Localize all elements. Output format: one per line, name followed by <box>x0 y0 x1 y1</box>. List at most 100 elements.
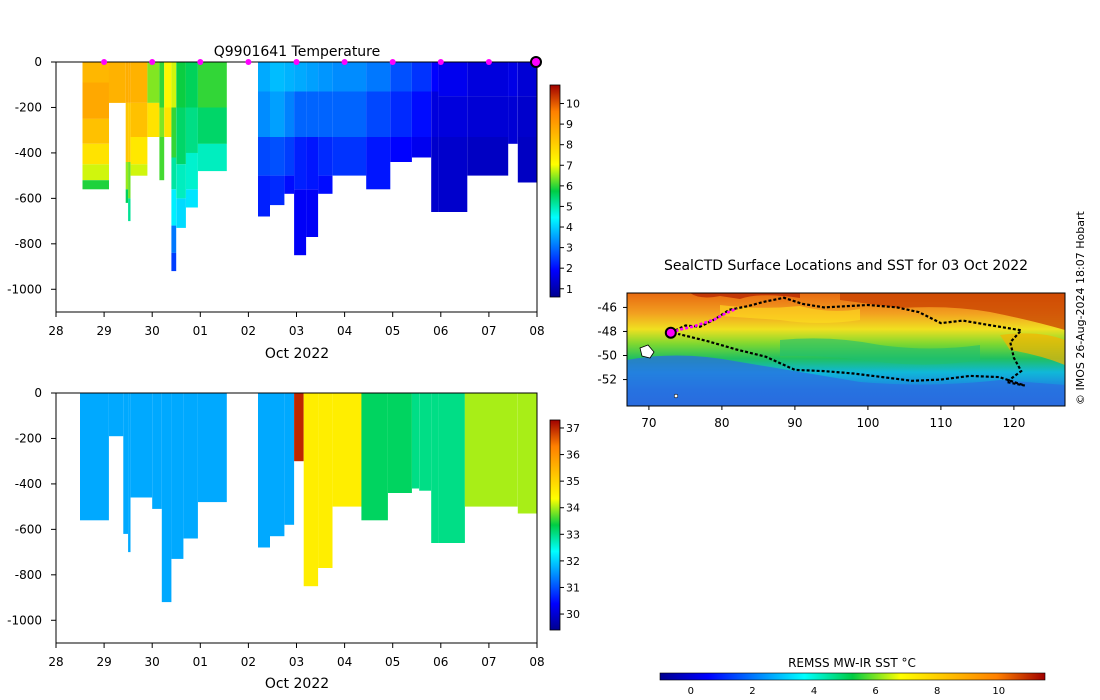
temperature-profile-cell <box>284 91 295 137</box>
temperature-profile-cell <box>128 162 131 199</box>
temperature-profile-cell <box>82 143 109 165</box>
salinity-profile-cell <box>464 393 518 507</box>
temperature-profile-cell <box>197 107 227 144</box>
temperature-profile-cell <box>185 62 198 108</box>
temperature-profile-cell <box>306 62 319 92</box>
temperature-profile-cell <box>306 91 319 137</box>
temperature-colorbar-tick-label: 1 <box>566 283 573 296</box>
salinity-y-tick-label: -600 <box>15 522 42 536</box>
salinity-profile-cell <box>80 393 109 521</box>
salinity-axes: 0 -200 -400 -600 -800 -1000 28 29 30 01 02 03 04 05 0… <box>7 386 545 669</box>
temperature-profile-cell <box>82 62 109 83</box>
salinity-colorbar-tick-label: 32 <box>566 555 580 568</box>
salinity-x-tick-label: 08 <box>529 655 544 669</box>
temperature-chart-title: Q9901641 Temperature <box>214 44 381 60</box>
salinity-profile-cell <box>419 393 432 491</box>
temperature-profile-cell <box>164 62 172 108</box>
salinity-colorbar-tick-label: 36 <box>566 449 580 462</box>
temperature-profile-cell <box>467 62 509 97</box>
salinity-profile-cell <box>411 393 420 489</box>
temperature-profile-cell <box>366 137 391 190</box>
salinity-profile-cell <box>123 393 129 534</box>
sst-map-x-tick-label: 120 <box>1002 416 1025 430</box>
temperature-profile-cell <box>294 62 307 92</box>
temperature-profile-cell <box>176 107 186 165</box>
temperature-profile-cell <box>197 62 227 108</box>
temperature-colorbar-tick-label: 5 <box>566 200 573 213</box>
temperature-profile-cell <box>159 137 165 181</box>
salinity-profile-cell <box>183 393 198 539</box>
salinity-x-tick-label: 29 <box>96 655 111 669</box>
salinity-x-tick-label: 07 <box>481 655 496 669</box>
temperature-profile-cell <box>332 91 367 137</box>
temperature-profile-cell <box>147 102 160 137</box>
sst-map-x-tick-label: 100 <box>856 416 879 430</box>
temperature-profile-cell <box>176 62 186 108</box>
temperature-surface-marker <box>101 59 108 65</box>
temperature-x-tick-label: 07 <box>481 324 496 338</box>
salinity-x-tick-label: 02 <box>241 655 256 669</box>
temperature-profile-cell <box>258 137 270 176</box>
temperature-profile-cell <box>438 62 468 97</box>
temperature-profile-cell <box>270 137 285 176</box>
temperature-colorbar-gradient <box>549 84 561 298</box>
sst-colorbar-tick-label: 0 <box>688 686 694 697</box>
temperature-profile-cell <box>258 175 270 217</box>
temperature-profile-cell <box>431 62 439 92</box>
temperature-surface-marker <box>293 59 300 65</box>
temperature-profile-cell <box>318 175 333 194</box>
temperature-profile-cell <box>318 137 333 176</box>
temperature-profile-cell <box>366 91 391 137</box>
temperature-profile-cell <box>318 62 333 92</box>
temperature-surface-marker <box>437 59 444 65</box>
sst-map-frame <box>626 292 1066 407</box>
temperature-profile-cell <box>185 107 198 153</box>
temperature-y-tick-label: -1000 <box>7 282 42 296</box>
temperature-y-tick-label: -200 <box>15 100 42 114</box>
temperature-colorbar-tick-label: 8 <box>566 139 573 152</box>
temperature-profile-cell <box>171 225 177 253</box>
temperature-profile-cell <box>284 137 295 176</box>
sst-colorbar-tick-label: 4 <box>811 686 817 697</box>
temperature-profile-cell <box>159 62 165 108</box>
temperature-profile-cell <box>185 189 198 208</box>
sst-colorbar-tick-label: 8 <box>934 686 940 697</box>
temperature-profile-cell <box>128 102 131 162</box>
temperature-profile-cell <box>171 62 177 108</box>
sst-mid-patch <box>1000 333 1065 365</box>
sst-map-title: SealCTD Surface Locations and SST for 03… <box>664 258 1028 274</box>
temperature-profile-cell <box>517 96 537 137</box>
temperature-profile-cell <box>438 96 468 137</box>
temperature-surface-markers <box>101 56 542 68</box>
sst-map-y-tick-label: -52 <box>597 373 617 387</box>
temperature-profile-cell <box>270 175 285 206</box>
temperature-profile-cell <box>185 152 198 190</box>
salinity-profile-cell <box>332 393 362 507</box>
salinity-profile-cell <box>171 393 184 559</box>
temperature-profile-cell <box>508 96 518 144</box>
temperature-profile-cell <box>284 175 295 194</box>
temperature-colorbar-tick-label: 6 <box>566 180 573 193</box>
temperature-profile-cell <box>306 189 319 237</box>
temperature-profile-cell <box>82 82 109 119</box>
temperature-y-tick-label: -400 <box>15 146 42 160</box>
salinity-profile-cell <box>387 393 412 493</box>
salinity-x-tick-label: 28 <box>48 655 63 669</box>
temperature-profile-cell <box>390 62 412 92</box>
temperature-profile-cell <box>128 198 131 222</box>
sst-map-y-tick-label: -46 <box>597 300 617 314</box>
temperature-profile-cell <box>130 164 148 176</box>
temperature-y-tick-label: 0 <box>34 55 42 69</box>
temperature-profile-cell <box>108 62 126 103</box>
temperature-x-tick-label: 08 <box>529 324 544 338</box>
salinity-x-tick-label: 03 <box>289 655 304 669</box>
salinity-profile-cell <box>258 393 270 548</box>
island-icon <box>639 344 655 359</box>
temperature-x-axis-label: Oct 2022 <box>265 346 329 362</box>
temperature-profile-cell <box>258 62 270 92</box>
salinity-profile-cell <box>294 393 304 462</box>
temperature-y-tick-label: -600 <box>15 191 42 205</box>
sst-mid-patch <box>720 305 860 323</box>
salinity-profile-cell <box>438 393 465 543</box>
